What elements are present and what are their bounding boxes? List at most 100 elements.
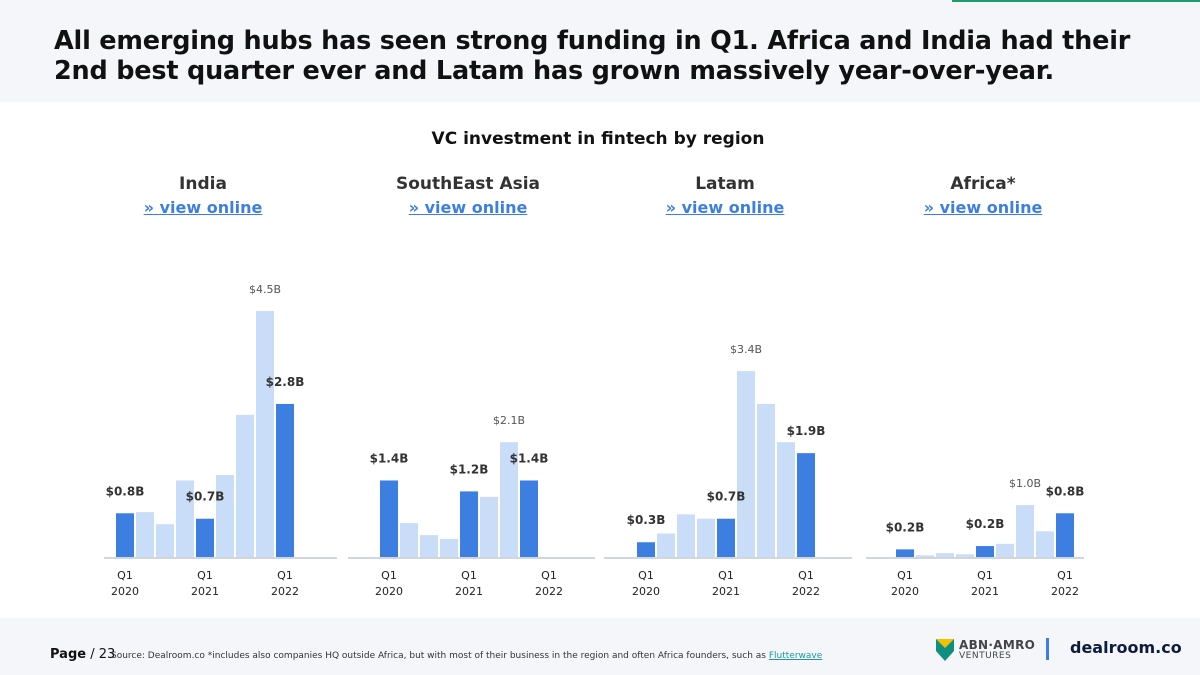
bar-india-1 <box>136 512 154 557</box>
tick-label-year-latam-1: 2021 <box>712 585 740 598</box>
tick-label-year-latam-0: 2020 <box>632 585 660 598</box>
bar-india-5 <box>216 475 234 557</box>
bar-southeast-asia-5 <box>460 491 478 557</box>
bar-southeast-asia-2 <box>400 523 418 557</box>
data-label-latam-1: $0.3B <box>627 513 666 527</box>
data-label-southeast-asia-5: $1.2B <box>450 462 489 476</box>
region-name-india: India <box>179 174 227 194</box>
bar-india-7 <box>256 311 274 557</box>
bar-africa-7 <box>1016 505 1034 557</box>
region-header-latam: Latam » view online <box>605 172 845 220</box>
data-label-india-4: $0.7B <box>186 490 225 504</box>
data-label-india-8: $2.8B <box>266 375 305 389</box>
bar-india-2 <box>156 524 174 557</box>
tick-label-quarter-africa-0: Q1 <box>897 569 913 582</box>
data-label-africa-9: $0.8B <box>1046 484 1085 498</box>
source-text: Source: Dealroom.co *includes also compa… <box>111 651 769 661</box>
data-label-africa-1: $0.2B <box>886 520 925 534</box>
data-label-india-0: $0.8B <box>106 484 145 498</box>
bar-india-8 <box>276 403 294 557</box>
tick-label-year-southeast-asia-2: 2022 <box>535 585 563 598</box>
bar-southeast-asia-4 <box>440 538 458 557</box>
bar-africa-2 <box>916 555 934 557</box>
data-label-southeast-asia-7: $2.1B <box>493 414 525 427</box>
bar-latam-8 <box>777 442 795 557</box>
tick-label-year-southeast-asia-0: 2020 <box>375 585 403 598</box>
footer-source: Source: Dealroom.co *includes also compa… <box>111 651 822 661</box>
data-label-southeast-asia-8: $1.4B <box>510 451 549 465</box>
tick-label-quarter-africa-1: Q1 <box>977 569 993 582</box>
view-online-link-latam[interactable]: » view online <box>665 198 785 217</box>
bar-india-6 <box>236 414 254 557</box>
tick-label-quarter-india-0: Q1 <box>117 569 133 582</box>
chart-title: VC investment in fintech by region <box>431 129 765 149</box>
region-name-africa: Africa* <box>950 174 1016 194</box>
bar-africa-4 <box>956 554 974 557</box>
tick-label-quarter-latam-1: Q1 <box>718 569 734 582</box>
region-header-africa: Africa* » view online <box>863 172 1103 220</box>
tick-label-quarter-latam-2: Q1 <box>798 569 814 582</box>
data-label-southeast-asia-1: $1.4B <box>370 451 409 465</box>
page-label: Page <box>50 647 87 662</box>
page-number: Page / 23 <box>50 647 115 662</box>
bar-southeast-asia-6 <box>480 496 498 557</box>
data-label-latam-9: $1.9B <box>787 424 826 438</box>
view-online-link-india[interactable]: » view online <box>143 198 263 217</box>
bar-africa-3 <box>936 553 954 557</box>
tick-label-year-africa-0: 2020 <box>891 585 919 598</box>
bar-africa-6 <box>996 543 1014 557</box>
tick-label-quarter-india-2: Q1 <box>277 569 293 582</box>
region-name-southeast-asia: SouthEast Asia <box>395 174 541 194</box>
bar-india-4 <box>196 518 214 557</box>
page-headline: All emerging hubs has seen strong fundin… <box>54 26 1131 86</box>
bar-latam-7 <box>757 403 775 557</box>
bar-southeast-asia-8 <box>520 480 538 557</box>
tick-label-year-latam-2: 2022 <box>792 585 820 598</box>
bar-latam-5 <box>717 518 735 557</box>
abn-amro-shield-icon <box>936 639 954 661</box>
bar-latam-3 <box>677 514 695 557</box>
bar-india-3 <box>176 480 194 557</box>
data-label-latam-5: $0.7B <box>707 490 746 504</box>
data-label-latam-6: $3.4B <box>730 343 762 356</box>
bar-africa-9 <box>1056 513 1074 557</box>
dealroom-logo: dealroom.co <box>1070 638 1182 657</box>
view-online-link-southeast-asia[interactable]: » view online <box>408 198 528 217</box>
tick-label-quarter-latam-0: Q1 <box>638 569 654 582</box>
tick-label-quarter-southeast-asia-1: Q1 <box>461 569 477 582</box>
tick-label-quarter-southeast-asia-0: Q1 <box>381 569 397 582</box>
bar-southeast-asia-1 <box>380 480 398 557</box>
flutterwave-link[interactable]: Flutterwave <box>768 651 823 661</box>
abn-amro-sub: VENTURES <box>959 651 1012 661</box>
bar-africa-8 <box>1036 531 1054 557</box>
tick-label-quarter-india-1: Q1 <box>197 569 213 582</box>
data-label-india-7: $4.5B <box>249 283 281 296</box>
region-name-latam: Latam <box>695 174 755 194</box>
bar-southeast-asia-7 <box>500 442 518 557</box>
bar-latam-2 <box>657 533 675 557</box>
tick-label-year-africa-2: 2022 <box>1051 585 1079 598</box>
data-label-africa-5: $0.2B <box>966 517 1005 531</box>
top-accent-line <box>952 0 1200 2</box>
tick-label-year-southeast-asia-1: 2021 <box>455 585 483 598</box>
view-online-link-africa[interactable]: » view online <box>923 198 1043 217</box>
bar-latam-4 <box>697 518 715 557</box>
bar-africa-1 <box>896 549 914 557</box>
tick-label-year-india-1: 2021 <box>191 585 219 598</box>
abn-amro-ventures-logo: ABN·AMRO VENTURES <box>936 637 1046 663</box>
region-header-india: India » view online <box>83 172 323 220</box>
tick-label-quarter-africa-2: Q1 <box>1057 569 1073 582</box>
logo-separator <box>1046 638 1049 660</box>
bar-southeast-asia-3 <box>420 535 438 557</box>
bar-latam-1 <box>637 542 655 557</box>
tick-label-quarter-southeast-asia-2: Q1 <box>541 569 557 582</box>
tick-label-year-india-2: 2022 <box>271 585 299 598</box>
tick-label-year-africa-1: 2021 <box>971 585 999 598</box>
bar-latam-6 <box>737 371 755 557</box>
region-header-southeast-asia: SouthEast Asia » view online <box>348 172 588 220</box>
page-total: / 23 <box>90 647 116 662</box>
bar-latam-9 <box>797 453 815 557</box>
data-label-africa-7: $1.0B <box>1009 477 1041 490</box>
abn-amro-name: ABN·AMRO <box>959 638 1036 652</box>
